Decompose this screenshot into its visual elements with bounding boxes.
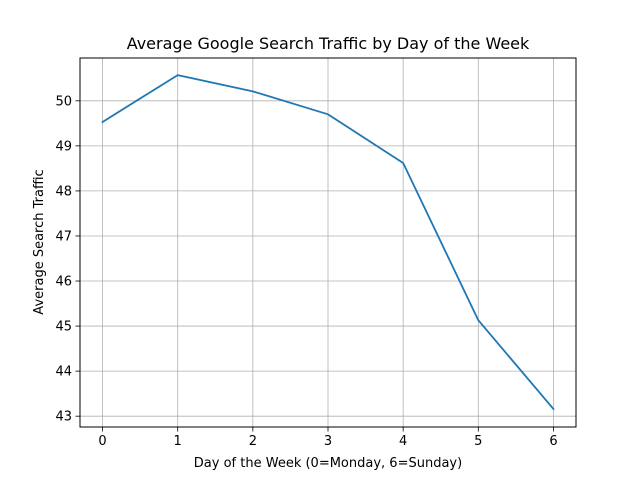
x-tick-label: 3 — [324, 434, 332, 449]
y-tick-label: 43 — [55, 410, 72, 425]
y-tick-label: 48 — [55, 184, 72, 199]
x-tick-label: 1 — [174, 434, 182, 449]
x-axis-label: Day of the Week (0=Monday, 6=Sunday) — [194, 456, 462, 471]
grid-lines — [80, 58, 576, 427]
data-point — [476, 318, 480, 322]
x-axis-ticks: 0 1 2 3 4 5 6 — [98, 427, 558, 449]
data-point — [176, 73, 180, 77]
y-tick-label: 46 — [55, 275, 72, 290]
y-tick-label: 44 — [55, 365, 72, 380]
data-point — [326, 112, 330, 116]
data-point — [251, 89, 255, 93]
data-point — [551, 407, 555, 411]
y-axis-ticks: 43 44 45 46 47 48 49 50 — [55, 94, 80, 425]
data-point — [101, 120, 105, 124]
x-tick-label: 5 — [474, 434, 482, 449]
y-tick-label: 47 — [55, 229, 72, 244]
series-line — [101, 74, 555, 411]
y-tick-label: 45 — [55, 320, 72, 335]
series-layer — [101, 73, 555, 411]
y-tick-label: 50 — [55, 94, 72, 109]
x-tick-label: 0 — [98, 434, 106, 449]
data-point — [401, 161, 405, 165]
chart-title: Average Google Search Traffic by Day of … — [127, 34, 530, 53]
x-tick-label: 4 — [399, 434, 407, 449]
y-tick-label: 49 — [55, 139, 72, 154]
x-tick-label: 2 — [249, 434, 257, 449]
y-axis-label: Average Search Traffic — [32, 169, 47, 314]
x-tick-label: 6 — [549, 434, 557, 449]
